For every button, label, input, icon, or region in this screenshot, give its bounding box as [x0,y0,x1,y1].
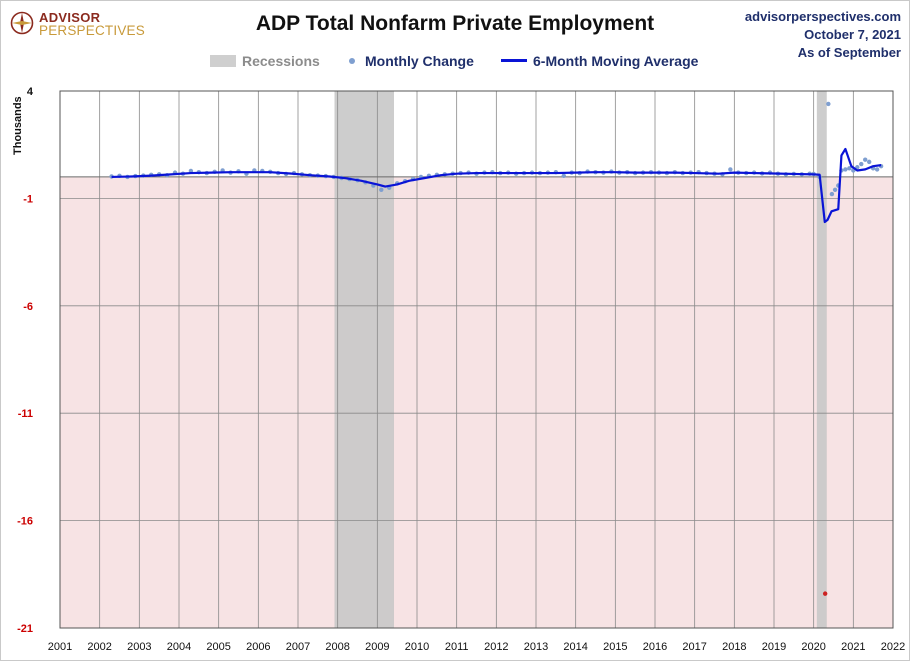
series-line-moving-average [111,147,882,224]
data-point-monthly-change [728,167,733,172]
x-tick-label: 2021 [841,641,865,653]
recession-band [334,91,394,628]
negative-zone-shading [60,176,893,629]
data-point-monthly-change [863,157,868,162]
x-tick-label: 2011 [445,641,469,653]
data-point-monthly-change [826,101,831,107]
line-swatch-icon [501,59,527,62]
logo-line-2: PERSPECTIVES [39,23,145,38]
y-tick-label: -11 [18,408,33,420]
recession-swatch-icon [210,55,236,67]
x-tick-label: 2017 [682,641,706,653]
data-point-monthly-change [867,159,872,165]
plot-border [59,90,894,629]
source-block: advisorperspectives.com October 7, 2021 … [745,8,901,62]
recession-band [816,91,827,628]
data-point-monthly-change [561,173,566,179]
x-tick-label: 2006 [246,641,270,653]
x-tick-label: 2019 [762,641,786,653]
x-tick-label: 2013 [524,641,548,653]
data-point-monthly-change [832,187,838,193]
x-tick-label: 2008 [325,641,349,653]
x-tick-label: 2002 [87,641,111,653]
data-point-monthly-change [847,166,852,171]
legend-label-recessions: Recessions [242,53,320,69]
source-as-of: As of September [797,45,901,60]
y-tick-label: -1 [23,193,33,205]
data-point-monthly-change [822,591,828,596]
legend-label-monthly-change: Monthly Change [365,53,474,69]
y-tick-label: 4 [27,86,34,98]
chart-title: ADP Total Nonfarm Private Employment [255,12,655,35]
data-point-monthly-change [859,161,864,167]
source-site: advisorperspectives.com [744,9,901,24]
legend-item-moving-average: 6-Month Moving Average [501,53,698,69]
dot-swatch-icon [349,58,355,64]
x-tick-label: 2003 [127,641,151,653]
legend-item-recessions: Recessions [210,53,320,69]
x-tick-label: 2016 [643,641,667,653]
x-tick-label: 2015 [603,641,627,653]
logo-line-1: ADVISOR [39,10,101,25]
x-tick-label: 2004 [167,641,191,653]
x-tick-label: 2014 [563,641,587,653]
x-tick-label: 2020 [801,641,825,653]
x-tick-label: 2001 [48,641,72,653]
y-tick-label: -21 [17,623,33,635]
legend-item-monthly-change: Monthly Change [349,53,474,69]
x-tick-label: 2010 [405,641,429,653]
x-tick-label: 2007 [286,641,310,653]
y-tick-label: -6 [23,301,33,313]
source-date: October 7, 2021 [804,27,901,42]
x-tick-label: 2022 [881,641,905,653]
x-tick-label: 2018 [722,641,746,653]
legend-label-moving-average: 6-Month Moving Average [533,53,699,69]
advisor-perspectives-logo: ADVISOR PERSPECTIVES [10,9,145,41]
x-tick-label: 2009 [365,641,389,653]
compass-logo-icon [10,11,34,35]
data-point-monthly-change [843,167,848,172]
x-tick-label: 2005 [206,641,230,653]
y-tick-label: -16 [17,516,33,528]
data-point-monthly-change [829,191,835,197]
data-point-monthly-change [874,167,880,172]
data-point-monthly-change [379,187,384,193]
x-tick-label: 2012 [484,641,508,653]
